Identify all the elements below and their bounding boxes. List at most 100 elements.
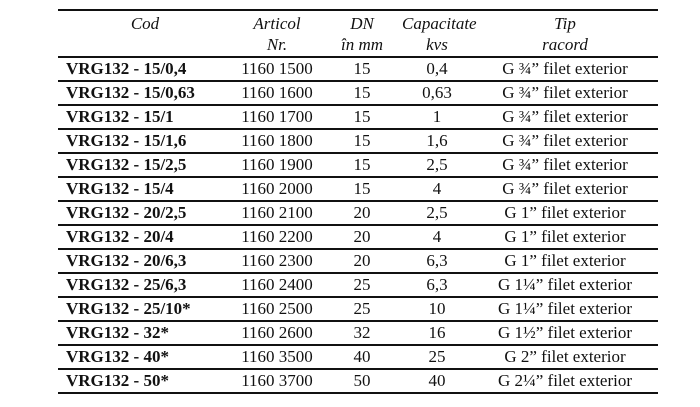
- cell-articol: 1160 2200: [232, 225, 322, 250]
- product-table-container: Cod Articol Nr. DN în mm Capacitate kvs …: [58, 9, 658, 394]
- cell-cod: VRG132 - 15/0,4: [58, 57, 232, 82]
- cell-dn: 20: [322, 201, 402, 226]
- cell-tip: G 1½” filet exterior: [472, 321, 658, 346]
- header-dn-line1: DN: [350, 14, 374, 33]
- table-row: VRG132 - 15/1 1160 1700 15 1 G ¾” filet exte…: [58, 105, 658, 130]
- cell-cod: VRG132 - 15/1: [58, 105, 232, 130]
- cell-dn: 20: [322, 249, 402, 274]
- cell-kvs: 2,5: [402, 201, 472, 226]
- header-articol-line2: Nr.: [266, 35, 288, 54]
- cell-articol: 1160 1600: [232, 81, 322, 106]
- cell-tip: G ¾” filet exterior: [472, 81, 658, 106]
- cell-articol: 1160 2000: [232, 177, 322, 202]
- cell-cod: VRG132 - 40*: [58, 345, 232, 370]
- cell-cod: VRG132 - 20/4: [58, 225, 232, 250]
- cell-cod: VRG132 - 20/6,3: [58, 249, 232, 274]
- header-capacitate-line2: kvs: [426, 35, 448, 54]
- cell-tip: G 1” filet exterior: [472, 225, 658, 250]
- cell-kvs: 40: [428, 371, 446, 390]
- cell-tip: G 2” filet exterior: [472, 345, 658, 370]
- cell-kvs: 6,3: [402, 249, 472, 274]
- cell-dn: 20: [322, 225, 402, 250]
- header-cod: Cod: [58, 10, 232, 58]
- table-row: VRG132 - 32* 1160 2600 32 16 G 1½” filet ext…: [58, 321, 658, 346]
- cell-articol: 1160 2400: [232, 273, 322, 298]
- header-cod-line1: Cod: [130, 14, 160, 33]
- cell-cod: VRG132 - 15/4: [58, 177, 232, 202]
- cell-tip: G ¾” filet exterior: [472, 177, 658, 202]
- cell-tip: G 1” filet exterior: [472, 249, 658, 274]
- table-row: VRG132 - 15/4 1160 2000 15 4 G ¾” filet exte…: [58, 177, 658, 202]
- cell-cod: VRG132 - 15/0,63: [58, 81, 232, 106]
- cell-dn: 15: [322, 105, 402, 130]
- table-row: VRG132 - 20/4 1160 2200 20 4 G 1” filet exte…: [58, 225, 658, 250]
- cell-kvs: 2,5: [402, 153, 472, 178]
- cell-cod: VRG132 - 25/10*: [58, 297, 232, 322]
- product-table: Cod Articol Nr. DN în mm Capacitate kvs …: [58, 9, 658, 394]
- header-row: Cod Articol Nr. DN în mm Capacitate kvs …: [58, 10, 658, 58]
- table-row: VRG132 - 50* 1160 3700 50 40 G 2¼” filet ext…: [58, 369, 658, 393]
- cell-dn: 50: [353, 371, 371, 390]
- cell-cod: VRG132 - 50*: [66, 371, 169, 390]
- cell-kvs: 1: [402, 105, 472, 130]
- cell-articol: 1160 2100: [232, 201, 322, 226]
- cell-articol: 1160 2300: [232, 249, 322, 274]
- table-row: VRG132 - 15/2,5 1160 1900 15 2,5 G ¾” filet …: [58, 153, 658, 178]
- header-dn: DN în mm: [322, 10, 402, 58]
- cell-dn: 15: [322, 129, 402, 154]
- cell-dn: 25: [322, 273, 402, 298]
- cell-articol: 1160 1800: [232, 129, 322, 154]
- header-capacitate-line1: Capacitate: [402, 14, 477, 33]
- cell-tip: G 1¼” filet exterior: [472, 273, 658, 298]
- cell-kvs: 10: [402, 297, 472, 322]
- cell-tip: G ¾” filet exterior: [472, 57, 658, 82]
- cell-articol: 1160 2600: [232, 321, 322, 346]
- header-dn-line2: în mm: [340, 35, 384, 54]
- cell-articol: 1160 3700: [241, 371, 313, 390]
- cell-tip: G 1” filet exterior: [472, 201, 658, 226]
- table-row: VRG132 - 20/6,3 1160 2300 20 6,3 G 1” filet …: [58, 249, 658, 274]
- cell-articol: 1160 2500: [232, 297, 322, 322]
- cell-tip: G 1¼” filet exterior: [472, 297, 658, 322]
- cell-cod: VRG132 - 15/2,5: [58, 153, 232, 178]
- cell-dn: 15: [322, 57, 402, 82]
- cell-cod: VRG132 - 20/2,5: [58, 201, 232, 226]
- table-row: VRG132 - 15/0,63 1160 1600 15 0,63 G ¾” file…: [58, 81, 658, 106]
- header-articol: Articol Nr.: [232, 10, 322, 58]
- cell-articol: 1160 1900: [232, 153, 322, 178]
- cell-kvs: 25: [402, 345, 472, 370]
- table-row: VRG132 - 40* 1160 3500 40 25 G 2” filet exte…: [58, 345, 658, 370]
- cell-kvs: 0,4: [402, 57, 472, 82]
- cell-articol: 1160 1500: [232, 57, 322, 82]
- cell-dn: 15: [322, 153, 402, 178]
- table-row: VRG132 - 15/0,4 1160 1500 15 0,4 G ¾” filet …: [58, 57, 658, 82]
- header-tip-line2: racord: [542, 35, 588, 54]
- cell-tip: G ¾” filet exterior: [472, 153, 658, 178]
- cell-cod: VRG132 - 32*: [58, 321, 232, 346]
- cell-articol: 1160 1700: [232, 105, 322, 130]
- table-row: VRG132 - 15/1,6 1160 1800 15 1,6 G ¾” filet …: [58, 129, 658, 154]
- table-body: VRG132 - 15/0,4 1160 1500 15 0,4 G ¾” filet …: [58, 57, 658, 393]
- cell-dn: 32: [322, 321, 402, 346]
- table-row: VRG132 - 20/2,5 1160 2100 20 2,5 G 1” filet …: [58, 201, 658, 226]
- cell-kvs: 6,3: [402, 273, 472, 298]
- cell-kvs: 1,6: [402, 129, 472, 154]
- cell-articol: 1160 3500: [232, 345, 322, 370]
- cell-tip: G ¾” filet exterior: [472, 129, 658, 154]
- header-capacitate: Capacitate kvs: [402, 10, 477, 58]
- cell-dn: 15: [322, 177, 402, 202]
- cell-dn: 25: [322, 297, 402, 322]
- cell-kvs: 4: [402, 177, 472, 202]
- table-header: Cod Articol Nr. DN în mm Capacitate kvs …: [58, 10, 658, 58]
- header-tip-line1: Tip: [554, 14, 576, 33]
- header-tip: Tip racord: [472, 10, 658, 58]
- table-row: VRG132 - 25/10* 1160 2500 25 10 G 1¼” filet …: [58, 297, 658, 322]
- cell-dn: 15: [322, 81, 402, 106]
- header-articol-line1: Articol: [253, 14, 301, 33]
- cell-tip: G 2¼” filet exterior: [497, 371, 633, 390]
- table-row: VRG132 - 25/6,3 1160 2400 25 6,3 G 1¼” filet…: [58, 273, 658, 298]
- cell-cod: VRG132 - 25/6,3: [58, 273, 232, 298]
- cell-kvs: 4: [402, 225, 472, 250]
- cell-cod: VRG132 - 15/1,6: [58, 129, 232, 154]
- cell-dn: 40: [322, 345, 402, 370]
